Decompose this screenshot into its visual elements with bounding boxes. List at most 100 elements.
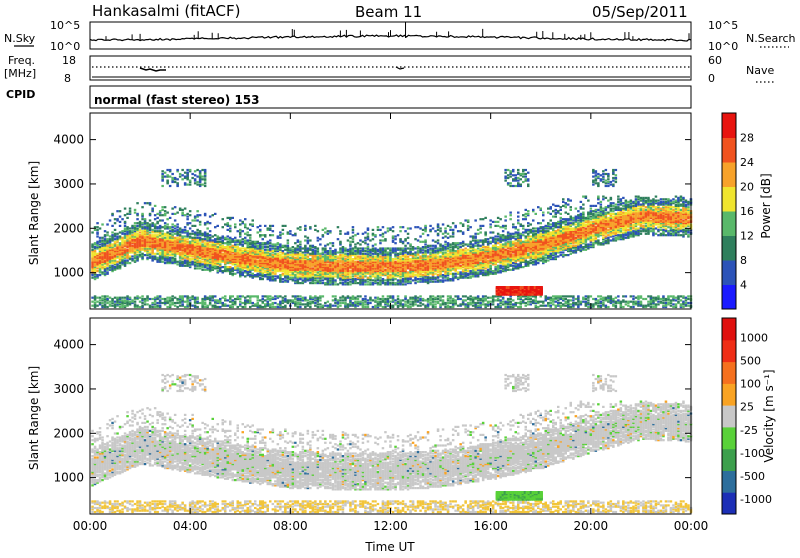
heatmap-cell bbox=[224, 303, 227, 305]
heatmap-cell bbox=[111, 234, 114, 236]
heatmap-cell bbox=[449, 306, 452, 308]
heatmap-cell bbox=[359, 247, 362, 249]
heatmap-cell bbox=[111, 225, 114, 227]
heatmap-cell bbox=[457, 305, 460, 307]
heatmap-cell bbox=[462, 295, 465, 297]
heatmap-cell bbox=[419, 295, 422, 297]
heatmap-cell bbox=[464, 295, 467, 297]
heatmap-cell bbox=[322, 282, 325, 284]
heatmap-cell bbox=[289, 254, 292, 256]
heatmap-cell bbox=[154, 255, 157, 257]
heatmap-cell bbox=[462, 245, 465, 247]
heatmap-cell bbox=[174, 213, 177, 215]
heatmap-cell bbox=[292, 277, 295, 279]
heatmap-cell bbox=[354, 243, 357, 245]
heatmap-cell bbox=[417, 281, 420, 283]
heatmap-cell bbox=[464, 303, 467, 305]
heatmap-cell bbox=[209, 237, 212, 239]
heatmap-cell bbox=[417, 278, 420, 280]
heatmap-cell bbox=[201, 238, 204, 240]
heatmap-cell bbox=[299, 257, 302, 259]
heatmap-cell bbox=[114, 297, 117, 299]
heatmap-cell bbox=[264, 274, 267, 276]
heatmap-cell bbox=[287, 299, 290, 301]
heatmap-cell bbox=[196, 176, 199, 178]
heatmap-cell bbox=[267, 246, 270, 248]
heatmap-cell bbox=[332, 250, 335, 252]
noise-left-tick-bottom: 10^0 bbox=[50, 40, 80, 53]
heatmap-cell bbox=[196, 267, 199, 269]
heatmap-cell bbox=[181, 303, 184, 305]
heatmap-cell bbox=[449, 299, 452, 301]
heatmap-cell bbox=[194, 231, 197, 233]
heatmap-cell bbox=[174, 297, 177, 299]
nave-tick-top: 60 bbox=[708, 54, 722, 67]
heatmap-cell bbox=[417, 297, 420, 299]
heatmap-cell bbox=[334, 283, 337, 285]
heatmap-cell bbox=[462, 231, 465, 233]
heatmap-cell bbox=[324, 227, 327, 229]
heatmap-cell bbox=[269, 245, 272, 247]
heatmap-cell bbox=[464, 219, 467, 221]
heatmap-cell bbox=[106, 302, 109, 304]
heatmap-cell bbox=[214, 295, 217, 297]
heatmap-cell bbox=[392, 247, 395, 249]
heatmap-cell bbox=[317, 297, 320, 299]
heatmap-cell bbox=[452, 242, 455, 244]
heatmap-cell bbox=[161, 170, 164, 172]
heatmap-cell bbox=[169, 176, 172, 178]
heatmap-cell bbox=[161, 298, 164, 300]
heatmap-cell bbox=[384, 247, 387, 249]
heatmap-cell bbox=[244, 218, 247, 220]
heatmap-cell bbox=[274, 253, 277, 255]
heatmap-cell bbox=[186, 184, 189, 186]
heatmap-cell bbox=[217, 246, 220, 248]
heatmap-cell bbox=[134, 225, 137, 227]
heatmap-cell bbox=[267, 249, 270, 251]
heatmap-cell bbox=[136, 295, 139, 297]
heatmap-cell bbox=[277, 295, 280, 297]
heatmap-cell bbox=[457, 250, 460, 252]
heatmap-cell bbox=[164, 210, 167, 212]
heatmap-cell bbox=[457, 277, 460, 279]
heatmap-cell bbox=[409, 297, 412, 299]
heatmap-cell bbox=[364, 250, 367, 252]
heatmap-cell bbox=[196, 237, 199, 239]
heatmap-cell bbox=[212, 299, 215, 301]
heatmap-cell bbox=[309, 306, 312, 308]
heatmap-cell bbox=[174, 177, 177, 179]
heatmap-cell bbox=[384, 298, 387, 300]
heatmap-cell bbox=[364, 298, 367, 300]
heatmap-cell bbox=[129, 230, 132, 232]
heatmap-cell bbox=[227, 235, 230, 237]
heatmap-cell bbox=[114, 266, 117, 268]
heatmap-cell bbox=[414, 282, 417, 284]
heatmap-cell bbox=[186, 238, 189, 240]
heatmap-cell bbox=[372, 299, 375, 301]
heatmap-cell bbox=[151, 306, 154, 308]
heatmap-cell bbox=[437, 223, 440, 225]
heatmap-cell bbox=[422, 298, 425, 300]
heatmap-cell bbox=[392, 230, 395, 232]
heatmap-cell bbox=[347, 239, 350, 241]
heatmap-cell bbox=[397, 253, 400, 255]
heatmap-cell bbox=[109, 303, 112, 305]
heatmap-cell bbox=[284, 275, 287, 277]
heatmap-cell bbox=[374, 299, 377, 301]
heatmap-cell bbox=[179, 251, 182, 253]
heatmap-cell bbox=[342, 282, 345, 284]
heatmap-cell bbox=[159, 230, 162, 232]
heatmap-cell bbox=[146, 222, 149, 224]
heatmap-cell bbox=[382, 226, 385, 228]
heatmap-cell bbox=[242, 271, 245, 273]
heatmap-cell bbox=[262, 271, 265, 273]
heatmap-cell bbox=[464, 243, 467, 245]
heatmap-cell bbox=[407, 255, 410, 257]
heatmap-cell bbox=[397, 298, 400, 300]
heatmap-cell bbox=[239, 303, 242, 305]
heatmap-cell bbox=[179, 173, 182, 175]
heatmap-cell bbox=[264, 225, 267, 227]
heatmap-cell bbox=[184, 238, 187, 240]
heatmap-cell bbox=[374, 234, 377, 236]
heatmap-cell bbox=[422, 229, 425, 231]
